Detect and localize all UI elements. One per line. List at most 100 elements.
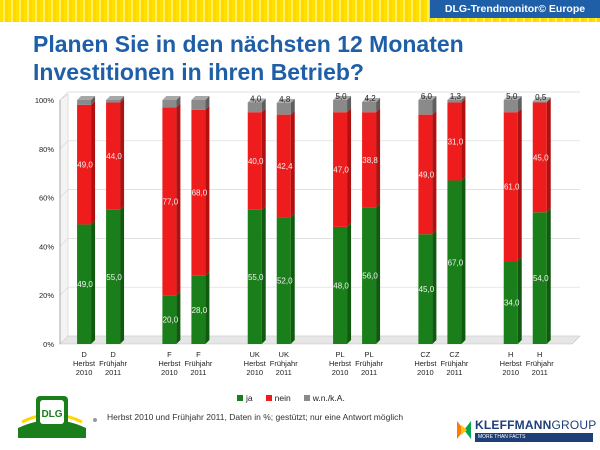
kleffmann-name: KLEFFMANNGROUP [475, 418, 596, 432]
bar-side-w.n./k.A. [91, 96, 96, 105]
x-tick-label: Herbst [158, 359, 181, 368]
bar-top [503, 96, 522, 100]
bar-side-ja [176, 291, 181, 344]
bar-top [276, 98, 295, 103]
x-tick-label: 2010 [417, 368, 434, 377]
kleffmann-tagline: MORE THAN FACTS [475, 433, 593, 442]
data-label-nein: 45,0 [533, 153, 549, 162]
data-label-ja: 34,0 [504, 299, 520, 308]
legend-label-wnka: w.n./k.A. [312, 393, 345, 403]
x-tick-label: UK [250, 350, 260, 359]
bar-segment-w.n./k.A. [447, 100, 462, 103]
bar-top [191, 96, 210, 100]
x-tick-label: PL [335, 350, 344, 359]
bar-side-nein [120, 98, 125, 210]
legend-swatch-wnka [303, 395, 310, 401]
bar-segment-nein [333, 112, 348, 227]
data-label-nein: 49,0 [419, 170, 435, 179]
bar-top [106, 96, 125, 100]
x-tick-label: Frühjahr [99, 359, 127, 368]
data-label-ja: 55,0 [248, 273, 264, 282]
data-label-w.n./k.A.: 4,0 [250, 94, 262, 103]
data-label-nein: 47,0 [333, 166, 349, 175]
x-tick-label: Frühjahr [526, 359, 554, 368]
y-tick-label: 20% [39, 291, 54, 300]
data-label-w.n./k.A.: 4,2 [365, 94, 377, 103]
stacked-bar-chart: 0%20%40%60%80%100%49,049,0DHerbst201055,… [35, 91, 581, 377]
bar-segment-nein [447, 102, 462, 181]
bar-segment-w.n./k.A. [532, 101, 547, 103]
bar-side-ja [517, 257, 522, 344]
gridline-slant [59, 286, 69, 296]
chart-floor [59, 335, 581, 345]
gridline-slant [59, 238, 69, 247]
bar-segment-ja [77, 224, 92, 344]
bar-segment-w.n./k.A. [106, 100, 121, 103]
bar-side-ja [91, 220, 96, 344]
x-tick-label: 2011 [276, 368, 292, 377]
data-label-ja: 28,0 [192, 306, 208, 315]
x-tick-label: D [81, 350, 87, 359]
data-label-nein: 49,0 [77, 161, 93, 170]
legend-item-wnka: w.n./k.A. [303, 393, 345, 403]
x-tick-label: Herbst [73, 359, 96, 368]
bar-side-nein [517, 108, 522, 262]
bar-segment-nein [276, 114, 291, 218]
legend-item-nein: nein [265, 393, 291, 403]
bar-top [447, 96, 466, 100]
y-tick-label: 40% [39, 242, 54, 251]
bar-top [162, 96, 181, 100]
title-line-1: Planen Sie in den nächsten 12 Monaten [33, 31, 464, 57]
data-label-nein: 38,8 [362, 156, 378, 165]
x-tick-label: 2010 [332, 368, 349, 377]
bar-segment-nein [418, 114, 433, 235]
bar-side-w.n./k.A. [517, 96, 522, 113]
legend-item-ja: ja [237, 393, 253, 403]
bar-side-ja [376, 203, 381, 344]
x-tick-label: Frühjahr [270, 359, 298, 368]
data-label-w.n./k.A.: 0,5 [535, 93, 547, 102]
footnote: Herbst 2010 und Frühjahr 2011, Daten in … [107, 412, 404, 422]
gridline-slant [59, 91, 69, 101]
bar-segment-ja [503, 261, 518, 344]
x-tick-label: F [196, 350, 201, 359]
x-tick-label: CZ [449, 350, 459, 359]
data-label-w.n./k.A.: 6,0 [421, 92, 433, 101]
bar-side-w.n./k.A. [376, 97, 381, 113]
bar-side-w.n./k.A. [205, 96, 210, 110]
bar-segment-nein [191, 109, 206, 276]
chart-side-wall [59, 93, 69, 345]
data-label-ja: 56,0 [362, 272, 378, 281]
bar-side-ja [205, 271, 210, 344]
bar-side-w.n./k.A. [120, 96, 125, 103]
bar-side-w.n./k.A. [261, 98, 266, 113]
bar-segment-nein [362, 112, 377, 208]
bar-top [418, 96, 437, 100]
data-label-nein: 42,4 [277, 162, 293, 171]
bar-side-nein [205, 105, 210, 276]
data-label-nein: 40,0 [248, 157, 264, 166]
title-line-2: Investitionen in ihren Betrieb? [33, 59, 364, 85]
bullet-dot [93, 418, 97, 422]
bar-segment-nein [77, 104, 92, 225]
bar-side-w.n./k.A. [176, 96, 181, 108]
bar-side-nein [176, 103, 181, 296]
bar-segment-ja [191, 275, 206, 344]
x-tick-label: 2011 [532, 368, 548, 377]
bar-segment-w.n./k.A. [162, 100, 177, 108]
bar-segment-nein [247, 112, 262, 210]
x-tick-label: 2010 [246, 368, 263, 377]
kleffmann-name-bold: KLEFFMANN [475, 418, 552, 432]
bar-side-nein [347, 108, 352, 227]
bar-side-ja [461, 176, 466, 344]
x-tick-label: Frühjahr [440, 359, 468, 368]
data-label-ja: 67,0 [448, 258, 464, 267]
data-label-ja: 54,0 [533, 274, 549, 283]
data-label-ja: 48,0 [333, 281, 349, 290]
x-tick-label: 2011 [361, 368, 377, 377]
chart-legend: ja nein w.n./k.A. [237, 393, 345, 403]
x-tick-label: F [167, 350, 172, 359]
bar-side-nein [376, 108, 381, 208]
x-tick-label: H [537, 350, 542, 359]
x-tick-label: Herbst [500, 359, 523, 368]
